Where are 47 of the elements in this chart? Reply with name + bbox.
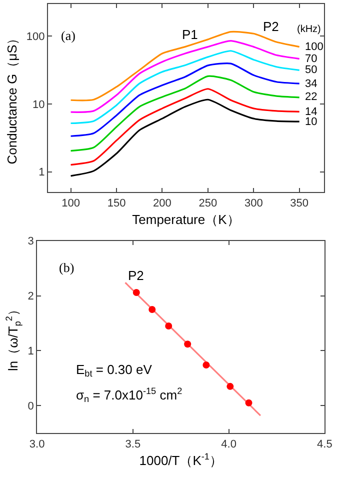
point (148, 306, 156, 314)
series-label: 22 (305, 91, 318, 103)
y-tick-label: 1 (38, 166, 45, 179)
y-axis-title: Conductance G（μS） (4, 32, 20, 164)
x-tick-label: 200 (153, 197, 172, 210)
line-series (70, 75, 300, 152)
line-series (70, 50, 300, 124)
point (184, 340, 192, 348)
annotation: P1 (182, 27, 198, 42)
line-series (70, 98, 300, 177)
x-tick-label: 3.5 (125, 438, 141, 450)
x-axis-title: 1000/T（K$^{-1}$） (139, 451, 223, 468)
series-label: 34 (305, 78, 318, 90)
x-tick-label: 3.0 (29, 438, 45, 450)
x-tick-label: 100 (62, 197, 80, 210)
x-tick-label: 4.5 (317, 438, 332, 450)
y-tick-label: 0 (28, 400, 34, 413)
annotation: (a) (61, 28, 76, 43)
x-tick-label: 4.0 (221, 438, 236, 450)
annotation: σ$_{n}$ = 7.0x10$^{-15}$ cm$^{2}$ (76, 386, 182, 404)
x-tick-label: 250 (198, 197, 218, 210)
annotation: (b) (59, 260, 74, 275)
x-axis-title: Temperature（K） (132, 212, 240, 228)
point (245, 399, 252, 406)
y-tick-label: 2 (28, 290, 34, 303)
series-label: 100 (305, 41, 324, 53)
line-series (70, 62, 300, 137)
series-label: 10 (305, 116, 318, 128)
legend-title: (kHz) (297, 24, 321, 35)
y-tick-label: 10 (32, 98, 45, 111)
series-label: 70 (305, 53, 318, 65)
point (132, 289, 140, 296)
x-tick-label: 150 (107, 197, 126, 210)
y-tick-label: 100 (26, 31, 45, 44)
point (226, 382, 234, 390)
y-tick-label: 1 (28, 346, 34, 358)
line-series (70, 88, 300, 166)
series-label: 14 (305, 106, 318, 118)
x-tick-label: 350 (290, 197, 309, 210)
annotation: P2 (128, 268, 144, 283)
y-tick-label: 3 (28, 236, 34, 248)
point (165, 322, 172, 330)
point (202, 362, 210, 369)
x-tick-label: 300 (244, 197, 263, 210)
series-label: 50 (305, 64, 318, 76)
annotation: P2 (263, 19, 279, 34)
annotation: E$_{bt}$ = 0.30 eV (76, 362, 152, 379)
